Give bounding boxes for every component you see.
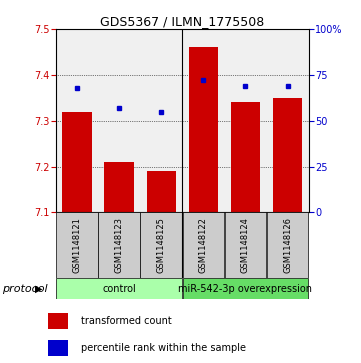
Bar [231, 102, 260, 212]
Text: protocol: protocol [2, 284, 47, 294]
Text: GSM1148126: GSM1148126 [283, 217, 292, 273]
Text: GSM1148125: GSM1148125 [157, 217, 166, 273]
Bar [225, 212, 266, 278]
Bar [140, 212, 182, 278]
Bar [48, 313, 68, 329]
Text: GSM1148121: GSM1148121 [73, 217, 82, 273]
Bar [56, 278, 182, 299]
Text: control: control [102, 284, 136, 294]
Text: GSM1148122: GSM1148122 [199, 217, 208, 273]
Text: GSM1148124: GSM1148124 [241, 217, 250, 273]
Bar [104, 162, 134, 212]
Bar [48, 340, 68, 356]
Bar [98, 212, 140, 278]
Bar [183, 212, 224, 278]
Bar [56, 212, 98, 278]
Text: transformed count: transformed count [81, 316, 171, 326]
Bar [273, 98, 302, 212]
Title: GDS5367 / ILMN_1775508: GDS5367 / ILMN_1775508 [100, 15, 264, 28]
Bar [62, 111, 92, 212]
Bar [183, 278, 308, 299]
Text: percentile rank within the sample: percentile rank within the sample [81, 343, 245, 353]
Bar [188, 48, 218, 212]
Text: miR-542-3p overexpression: miR-542-3p overexpression [178, 284, 313, 294]
Bar [267, 212, 308, 278]
Text: ▶: ▶ [35, 284, 43, 294]
Text: GSM1148123: GSM1148123 [115, 217, 123, 273]
Bar [147, 171, 176, 212]
